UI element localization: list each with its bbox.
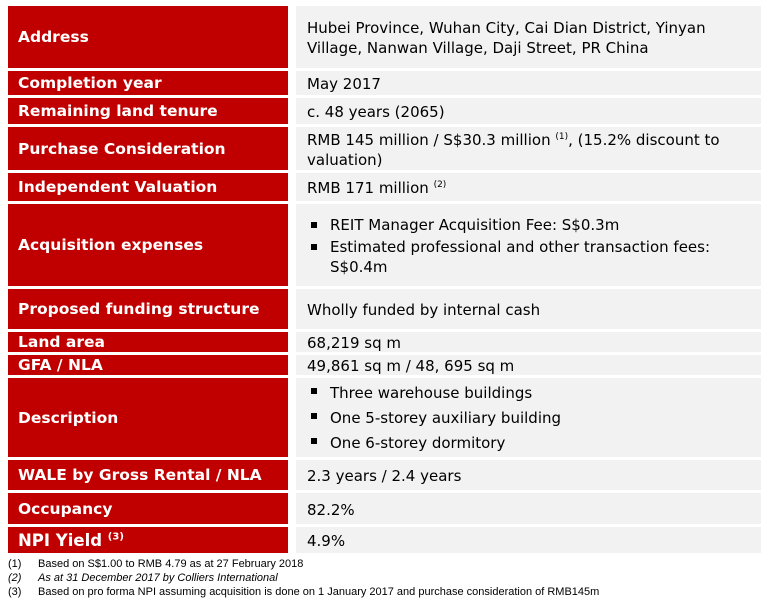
row-value: 68,219 sq m xyxy=(296,332,761,352)
row-value: RMB 145 million / S$30.3 million (1), (1… xyxy=(296,127,761,170)
bullet-list: Three warehouse buildings One 5-storey a… xyxy=(307,381,751,456)
table-row: NPI Yield (3) 4.9% xyxy=(8,527,761,553)
row-value-text: 4.9% xyxy=(307,532,346,550)
table-row: Acquisition expenses REIT Manager Acquis… xyxy=(8,204,761,286)
row-label: Description xyxy=(8,378,288,457)
row-label: Purchase Consideration xyxy=(8,127,288,170)
table-row: Land area 68,219 sq m xyxy=(8,332,761,352)
row-value: 49,861 sq m / 48, 695 sq m xyxy=(296,355,761,375)
row-label: Completion year xyxy=(8,71,288,95)
footnote-ref: (1) xyxy=(555,131,569,142)
row-value: Wholly funded by internal cash xyxy=(296,289,761,329)
row-label: Remaining land tenure xyxy=(8,98,288,124)
row-label-text: Land area xyxy=(18,333,105,351)
list-item: REIT Manager Acquisition Fee: S$0.3m xyxy=(307,215,751,235)
row-label-text: Proposed funding structure xyxy=(18,300,260,318)
row-label-text: Acquisition expenses xyxy=(18,236,204,254)
row-value-text: Wholly funded by internal cash xyxy=(307,301,541,319)
row-label-text: Independent Valuation xyxy=(18,178,218,196)
row-label-text: GFA / NLA xyxy=(18,356,103,374)
row-label: Occupancy xyxy=(8,493,288,524)
row-value-text: 82.2% xyxy=(307,500,355,519)
row-value-text: 2.3 years / 2.4 years xyxy=(307,467,462,485)
row-label-text: Occupancy xyxy=(18,499,113,518)
row-label-text: Description xyxy=(18,408,119,427)
table-row: Occupancy 82.2% xyxy=(8,493,761,524)
row-label: Proposed funding structure xyxy=(8,289,288,329)
table-row: GFA / NLA 49,861 sq m / 48, 695 sq m xyxy=(8,355,761,375)
row-label: Independent Valuation xyxy=(8,173,288,201)
table-row: WALE by Gross Rental / NLA 2.3 years / 2… xyxy=(8,460,761,490)
row-label: WALE by Gross Rental / NLA xyxy=(8,460,288,490)
value-text-part: RMB 145 million / S$30.3 million xyxy=(307,130,556,149)
row-label: Address xyxy=(8,6,288,68)
row-value: REIT Manager Acquisition Fee: S$0.3m Est… xyxy=(296,204,761,286)
row-value: 4.9% xyxy=(296,527,761,553)
list-item: Three warehouse buildings xyxy=(307,381,751,406)
row-value: RMB 171 million (2) xyxy=(296,173,761,201)
footnote-number: (1) xyxy=(8,558,22,570)
row-value: Three warehouse buildings One 5-storey a… xyxy=(296,378,761,457)
table-row: Purchase Consideration RMB 145 million /… xyxy=(8,127,761,170)
footnote: (3) Based on pro forma NPI assuming acqu… xyxy=(8,585,599,599)
row-value: May 2017 xyxy=(296,71,761,95)
row-label-text: Completion year xyxy=(18,74,162,92)
row-label: Acquisition expenses xyxy=(8,204,288,286)
row-value-text: RMB 171 million (2) xyxy=(307,178,751,198)
row-label-text: Address xyxy=(18,28,89,46)
row-value-text: 49,861 sq m / 48, 695 sq m xyxy=(307,357,515,375)
row-label: GFA / NLA xyxy=(8,355,288,375)
row-value-text: 68,219 sq m xyxy=(307,334,401,352)
list-item: One 6-storey dormitory xyxy=(307,431,751,456)
table-row: Address Hubei Province, Wuhan City, Cai … xyxy=(8,6,761,68)
footnotes: (1) Based on S$1.00 to RMB 4.79 as at 27… xyxy=(8,557,599,599)
table-row: Proposed funding structure Wholly funded… xyxy=(8,289,761,329)
property-details-table: Address Hubei Province, Wuhan City, Cai … xyxy=(8,6,761,556)
row-value-text: RMB 145 million / S$30.3 million (1), (1… xyxy=(307,130,751,170)
footnote-text: Based on S$1.00 to RMB 4.79 as at 27 Feb… xyxy=(38,558,304,570)
footnote: (2) As at 31 December 2017 by Colliers I… xyxy=(8,571,599,585)
row-label-text: WALE by Gross Rental / NLA xyxy=(18,466,262,484)
row-label-text: Remaining land tenure xyxy=(18,102,218,120)
row-label: Land area xyxy=(8,332,288,352)
footnote-text: Based on pro forma NPI assuming acquisit… xyxy=(38,586,600,598)
row-value: c. 48 years (2065) xyxy=(296,98,761,124)
row-label-text: Purchase Consideration xyxy=(18,139,226,158)
footnote: (1) Based on S$1.00 to RMB 4.79 as at 27… xyxy=(8,557,599,571)
table-row: Independent Valuation RMB 171 million (2… xyxy=(8,173,761,201)
row-value: 82.2% xyxy=(296,493,761,524)
footnote-number: (2) xyxy=(8,572,22,584)
footnote-text: As at 31 December 2017 by Colliers Inter… xyxy=(38,572,278,584)
value-text-part: RMB 171 million xyxy=(307,179,434,197)
footnote-ref: (3) xyxy=(107,531,124,542)
list-item: Estimated professional and other transac… xyxy=(307,237,751,277)
label-text-part: NPI Yield xyxy=(18,530,103,550)
row-value-text: c. 48 years (2065) xyxy=(307,103,445,121)
value-text-part: , (15.2% discount to valuation) xyxy=(307,130,720,169)
list-item: One 5-storey auxiliary building xyxy=(307,406,751,431)
table-row: Completion year May 2017 xyxy=(8,71,761,95)
row-value-text: Hubei Province, Wuhan City, Cai Dian Dis… xyxy=(307,19,706,57)
table-row: Description Three warehouse buildings On… xyxy=(8,378,761,457)
row-label-text: NPI Yield (3) xyxy=(18,531,124,550)
row-value: 2.3 years / 2.4 years xyxy=(296,460,761,490)
bullet-list: REIT Manager Acquisition Fee: S$0.3m Est… xyxy=(307,215,751,277)
footnote-number: (3) xyxy=(8,586,22,598)
row-label: NPI Yield (3) xyxy=(8,527,288,553)
footnote-ref: (2) xyxy=(433,180,447,190)
row-value-text: May 2017 xyxy=(307,75,381,93)
table-row: Remaining land tenure c. 48 years (2065) xyxy=(8,98,761,124)
row-value: Hubei Province, Wuhan City, Cai Dian Dis… xyxy=(296,6,761,68)
